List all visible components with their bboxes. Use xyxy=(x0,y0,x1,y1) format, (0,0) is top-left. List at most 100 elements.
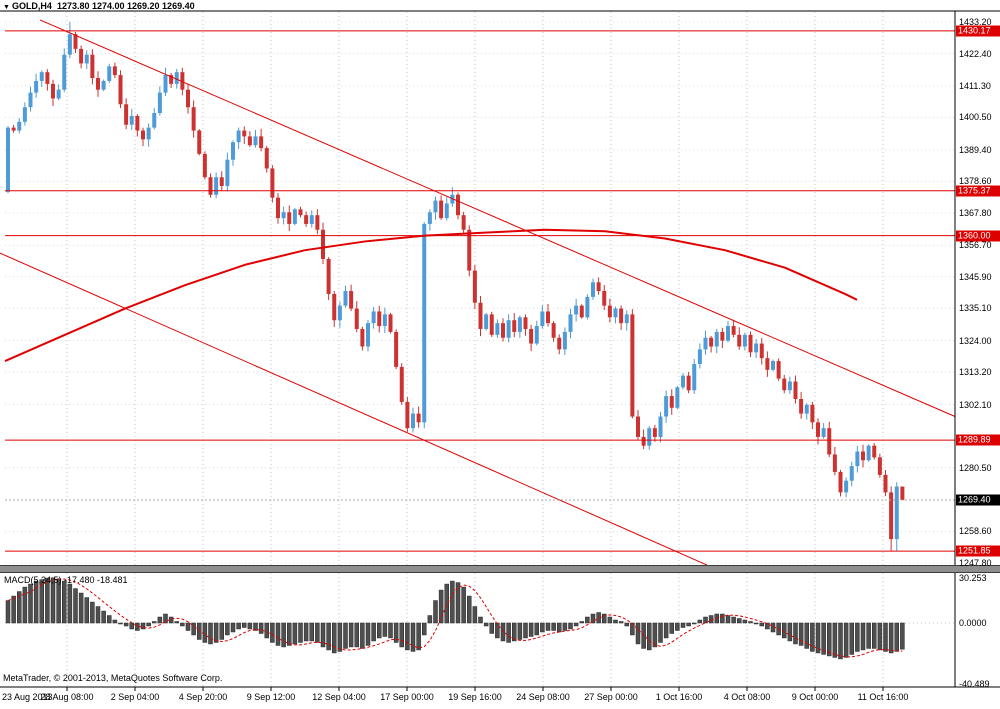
macd-bar xyxy=(264,622,269,639)
candle xyxy=(388,314,393,332)
candle xyxy=(506,320,511,338)
candle xyxy=(157,92,162,114)
candle xyxy=(208,177,213,195)
macd-bar xyxy=(607,616,613,624)
candle xyxy=(360,328,365,347)
macd-bar xyxy=(197,622,202,640)
candle xyxy=(270,168,275,198)
trendline xyxy=(39,19,956,417)
macd-bar xyxy=(500,622,506,642)
candle xyxy=(231,142,235,160)
macd-bar xyxy=(416,622,421,651)
candle xyxy=(242,130,247,137)
candle xyxy=(394,331,399,367)
macd-bar xyxy=(787,622,793,642)
candle xyxy=(546,311,550,324)
macd-bar xyxy=(118,622,123,625)
candle xyxy=(787,381,792,391)
candle xyxy=(112,66,117,76)
macd-indicator-label: MACD(5,34,5) -17.480 -18.481 xyxy=(4,575,128,585)
macd-bar xyxy=(860,622,866,651)
trendline xyxy=(0,252,708,566)
macd-bar xyxy=(67,583,73,624)
macd-bar xyxy=(90,601,95,624)
macd-bar xyxy=(405,622,410,651)
candle xyxy=(832,454,837,472)
macd-bar xyxy=(225,622,230,636)
candle xyxy=(152,113,157,128)
macd-bar xyxy=(33,580,39,624)
candle xyxy=(225,159,230,186)
macd-bar xyxy=(22,586,28,624)
candle xyxy=(461,215,466,230)
candle xyxy=(647,428,652,446)
candle xyxy=(568,314,573,332)
candle xyxy=(202,153,207,178)
macd-bar xyxy=(855,622,860,652)
macd-bar xyxy=(230,622,236,633)
macd-bar xyxy=(410,622,416,652)
candle xyxy=(422,223,427,423)
macd-bar xyxy=(337,622,343,652)
macd-bar xyxy=(495,622,500,639)
macd-bar xyxy=(146,622,151,627)
collapse-icon[interactable]: ▼ xyxy=(3,4,10,11)
macd-bar xyxy=(287,622,292,646)
macd-bar xyxy=(309,622,314,642)
macd-bar xyxy=(602,613,607,624)
macd-bar xyxy=(247,622,253,630)
candle xyxy=(681,375,685,388)
macd-bar xyxy=(388,622,393,639)
candle xyxy=(236,130,241,143)
macd-bar xyxy=(832,622,838,658)
macd-bar xyxy=(647,622,652,651)
panel-separator[interactable] xyxy=(0,565,1000,573)
macd-bar xyxy=(422,622,427,636)
candle xyxy=(467,229,472,271)
macd-bar xyxy=(371,622,376,642)
chart-symbol-period: GOLD,H4 xyxy=(11,1,52,11)
macd-bar xyxy=(213,622,219,643)
macd-bar xyxy=(50,577,56,624)
macd-bar xyxy=(208,622,213,645)
macd-bar xyxy=(590,613,596,624)
candle xyxy=(456,194,460,216)
candle xyxy=(118,75,123,105)
macd-bar xyxy=(585,616,590,624)
macd-bar xyxy=(838,622,843,660)
macd-bar xyxy=(545,622,551,631)
candle xyxy=(411,413,415,429)
candle xyxy=(219,177,224,186)
candle xyxy=(669,396,674,408)
macd-bar xyxy=(489,622,494,634)
candle xyxy=(292,209,297,224)
candle xyxy=(720,331,725,341)
macd-bar xyxy=(275,622,281,646)
candle xyxy=(51,83,55,99)
candle xyxy=(129,115,134,125)
macd-bar xyxy=(877,622,883,651)
candle xyxy=(495,323,500,335)
candle xyxy=(849,466,854,481)
candle xyxy=(596,282,601,292)
candle xyxy=(866,445,871,461)
candle xyxy=(641,436,646,446)
candle xyxy=(17,121,22,131)
candle xyxy=(540,311,545,327)
candle xyxy=(169,75,174,84)
candle xyxy=(264,148,269,169)
macd-bar xyxy=(810,622,815,652)
candle xyxy=(309,215,314,224)
macd-bar xyxy=(483,622,489,627)
candle xyxy=(354,308,359,329)
macd-bar xyxy=(472,606,478,624)
macd-bar xyxy=(618,621,624,624)
candle xyxy=(62,54,67,90)
candle xyxy=(84,54,89,64)
macd-bar xyxy=(540,622,545,633)
macd-bar xyxy=(253,622,258,631)
candle xyxy=(883,474,888,493)
candle xyxy=(405,401,410,429)
